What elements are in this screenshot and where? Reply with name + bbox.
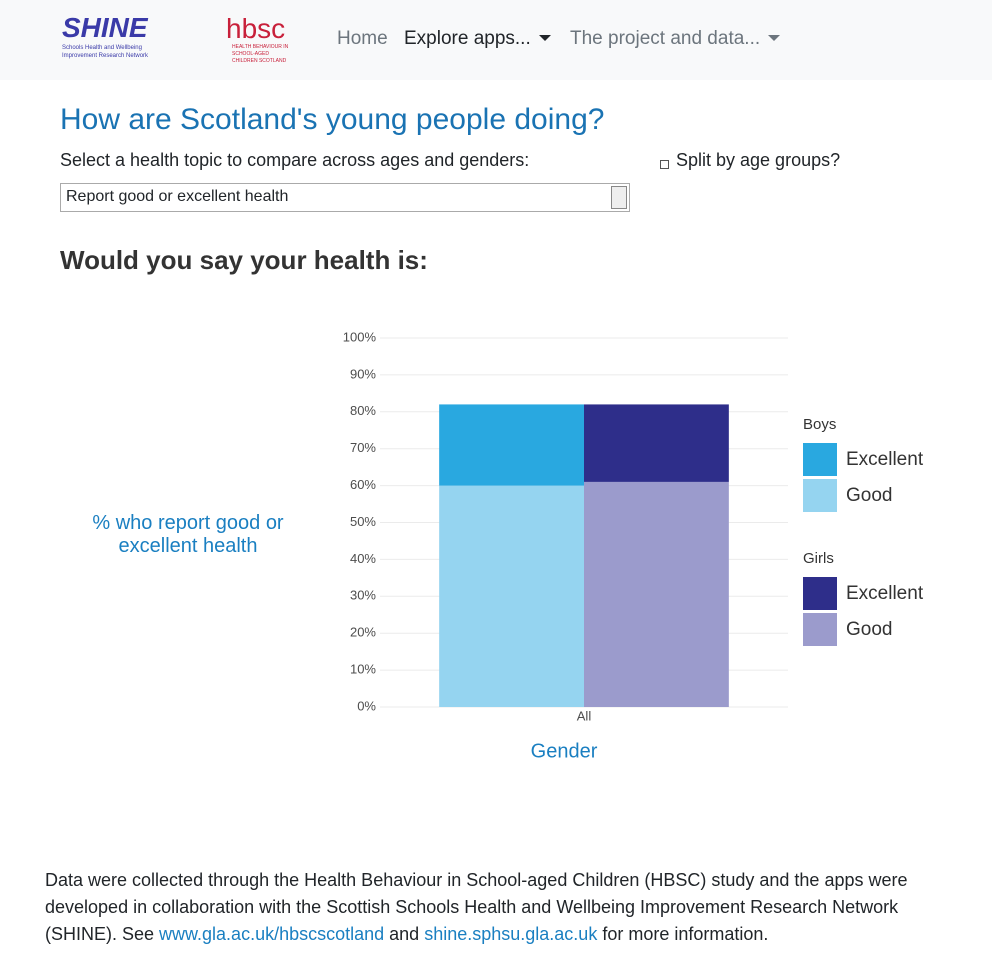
legend-swatch — [803, 577, 837, 610]
legend-label: Excellent — [846, 583, 924, 604]
select-arrow — [611, 186, 627, 209]
nav-label: The project and data... — [570, 28, 761, 49]
topic-select[interactable]: Report good or excellent health — [60, 183, 630, 212]
text: for more information. — [597, 924, 769, 944]
logo-text: SHINE — [62, 12, 148, 43]
y-tick-label: 90% — [350, 366, 376, 381]
nav-label: Explore apps... — [404, 28, 531, 49]
legend-group: Girls — [803, 550, 834, 567]
footer-text: Data were collected through the Health B… — [45, 867, 945, 948]
y-tick-label: 70% — [350, 440, 376, 455]
text: and — [384, 924, 425, 944]
bar-segment — [439, 485, 584, 707]
link[interactable]: www.gla.ac.uk/hbscscotland — [159, 924, 385, 944]
legend-swatch — [803, 443, 837, 476]
bar-segment — [584, 481, 729, 707]
x-axis-label: Gender — [531, 740, 598, 762]
checkbox-label: Split by age groups? — [676, 150, 841, 170]
nav-explore[interactable]: Explore apps... — [404, 28, 551, 50]
legend-label: Excellent — [846, 449, 924, 470]
navbar: SHINE Schools Health and Wellbeing Impro… — [0, 0, 992, 80]
y-tick-label: 30% — [350, 588, 376, 603]
x-tick-label: All — [577, 708, 592, 723]
y-tick-label: 10% — [350, 662, 376, 677]
logo-subtext: Schools Health and Wellbeing Improvement… — [62, 45, 149, 59]
page-title: How are Scotland's young people doing? — [60, 103, 605, 136]
y-tick-label: 60% — [350, 477, 376, 492]
question: Would you say your health is: — [60, 245, 428, 275]
checkbox[interactable] — [660, 160, 669, 169]
legend-swatch — [803, 613, 837, 646]
y-axis-label: % who report good or excellent health — [92, 512, 284, 557]
bar-segment — [439, 404, 584, 486]
y-tick-label: 40% — [350, 551, 376, 566]
select-value: Report good or excellent health — [66, 188, 289, 205]
y-tick-label: 50% — [350, 514, 376, 529]
y-tick-label: 80% — [350, 403, 376, 418]
legend-label: Good — [846, 485, 892, 506]
y-tick-label: 20% — [350, 625, 376, 640]
shine-logo[interactable]: SHINE Schools Health and Wellbeing Impro… — [34, 12, 156, 66]
y-tick-label: 100% — [343, 329, 377, 344]
nav-project[interactable]: The project and data... — [570, 28, 780, 50]
logo-subtext: HEALTH BEHAVIOUR IN SCHOOL-AGED CHILDREN… — [232, 44, 289, 64]
link[interactable]: shine.sphsu.gla.ac.uk — [424, 924, 598, 944]
legend-group: Boys — [803, 416, 836, 433]
select-label: Select a health topic to compare across … — [60, 150, 530, 170]
nav-home[interactable]: Home — [337, 28, 388, 49]
legend-label: Good — [846, 619, 892, 640]
logo-text: hbsc — [226, 13, 286, 44]
bar-segment — [584, 404, 729, 482]
chart: 0% 10% 20% 30% 40% 50% 60% 70% 80% 90% 100% All Gend… — [343, 329, 924, 762]
legend-swatch — [803, 479, 837, 512]
y-tick-label: 0% — [357, 698, 376, 713]
hbsc-logo[interactable]: hbsc HEALTH BEHAVIOUR IN SCHOOL-AGED CHI… — [170, 14, 294, 66]
text: Data were collected through the Health B… — [45, 870, 908, 944]
